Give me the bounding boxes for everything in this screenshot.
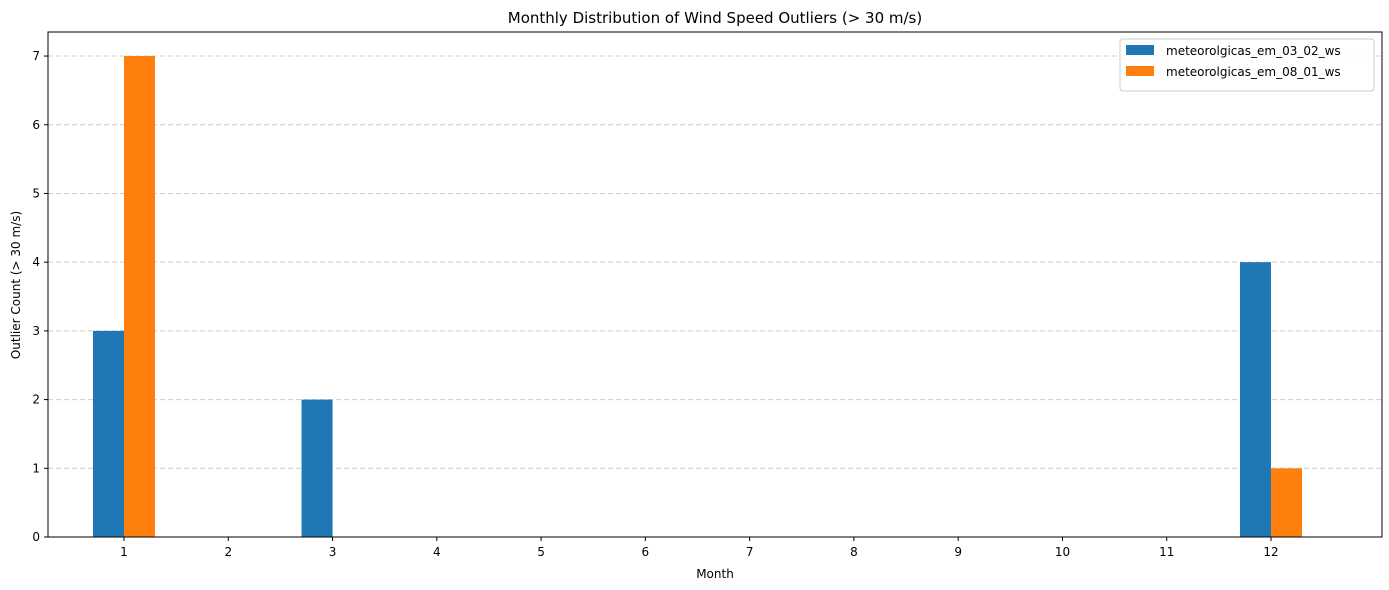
y-tick-label: 2	[32, 393, 40, 407]
x-tick-label: 10	[1055, 545, 1070, 559]
legend-swatch	[1126, 45, 1154, 55]
x-tick-label: 9	[954, 545, 962, 559]
y-tick-label: 7	[32, 49, 40, 63]
x-tick-label: 8	[850, 545, 858, 559]
x-axis-label: Month	[696, 567, 734, 581]
x-tick-label: 11	[1159, 545, 1174, 559]
legend-swatch	[1126, 66, 1154, 76]
bars	[93, 56, 1302, 538]
y-tick-label: 4	[32, 255, 40, 269]
x-tick-label: 2	[224, 545, 232, 559]
y-axis-label: Outlier Count (> 30 m/s)	[9, 211, 23, 359]
y-tick-label: 3	[32, 324, 40, 338]
y-tick-label: 5	[32, 186, 40, 200]
x-tick-label: 12	[1263, 545, 1278, 559]
legend-label: meteorolgicas_em_08_01_ws	[1166, 65, 1341, 79]
legend: meteorolgicas_em_03_02_ws meteorolgicas_e…	[1119, 38, 1375, 92]
y-axis: 0 1 2 3 4 5 6 7	[32, 49, 48, 544]
x-tick-label: 1	[120, 545, 128, 559]
bar-series-2	[1271, 468, 1302, 537]
legend-label: meteorolgicas_em_03_02_ws	[1166, 44, 1341, 58]
y-tick-label: 0	[32, 530, 40, 544]
x-tick-label: 4	[433, 545, 441, 559]
bar-series-1	[1240, 262, 1271, 537]
y-tick-label: 6	[32, 118, 40, 132]
x-tick-label: 7	[746, 545, 754, 559]
x-axis: 1 2 3 4 5 6 7 8 9 10 11 12	[120, 537, 1279, 559]
y-tick-label: 1	[32, 461, 40, 475]
x-tick-label: 3	[329, 545, 337, 559]
bar-series-1	[301, 399, 333, 537]
x-tick-label: 5	[537, 545, 545, 559]
plot-frame	[47, 31, 1383, 538]
chart-title: Monthly Distribution of Wind Speed Outli…	[508, 9, 922, 27]
bar-series-2	[124, 56, 155, 538]
gridlines	[48, 55, 1382, 469]
bar-series-1	[93, 330, 124, 537]
legend-box	[1119, 38, 1375, 92]
x-tick-label: 6	[642, 545, 650, 559]
